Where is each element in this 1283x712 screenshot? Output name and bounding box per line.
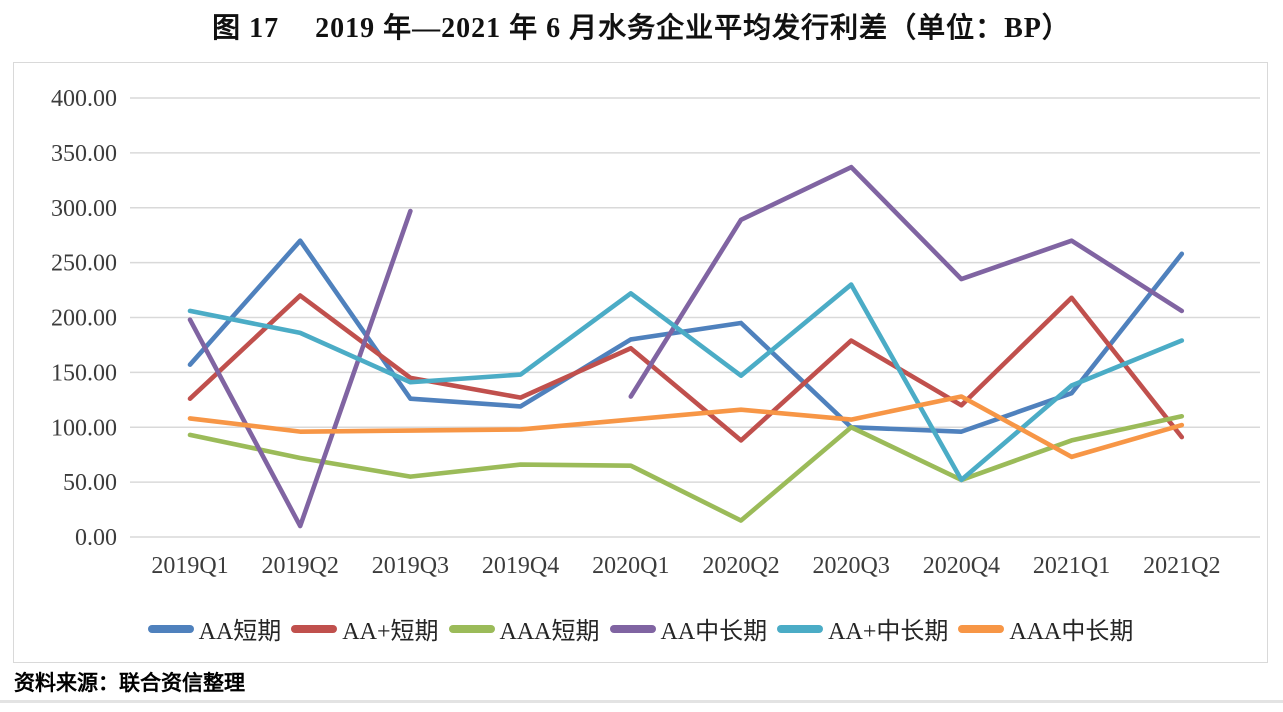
series-line-aa-short-term <box>187 238 1185 434</box>
x-axis-tick-label: 2021Q2 <box>1143 553 1220 579</box>
source-note: 资料来源：联合资信整理 <box>14 671 245 695</box>
y-axis-tick-label: 200.00 <box>51 306 117 332</box>
legend-item-aa-plus-mid-long-term: AA+中长期 <box>777 611 948 646</box>
legend-label-aa-plus-short-term: AA+短期 <box>342 619 439 645</box>
legend-label-aa-short-term: AA短期 <box>198 619 282 645</box>
x-axis-tick-label: 2019Q3 <box>372 553 449 579</box>
legend-item-aa-plus-short-term: AA+短期 <box>291 611 439 646</box>
legend-label-aa-mid-long-term: AA中长期 <box>660 619 768 645</box>
series-line-aaa-mid-long-term <box>187 394 1185 460</box>
series-line-aa-mid-long-term <box>628 164 1185 399</box>
y-axis-tick-label: 0.00 <box>75 525 117 551</box>
series-line-aaa-short-term <box>187 413 1185 523</box>
legend-swatch-aaa-mid-long-term <box>958 624 1005 633</box>
y-axis-tick-label: 250.00 <box>51 251 117 277</box>
legend-label-aa-plus-mid-long-term: AA+中长期 <box>828 619 949 645</box>
legend-item-aaa-short-term: AAA短期 <box>448 611 600 646</box>
x-axis-tick-label: 2020Q2 <box>702 553 779 579</box>
legend-swatch-aa-plus-mid-long-term <box>777 624 824 633</box>
x-axis-tick-label: 2020Q1 <box>592 553 669 579</box>
legend-item-aaa-mid-long-term: AAA中长期 <box>958 611 1133 646</box>
legend-swatch-aa-mid-long-term <box>609 624 656 633</box>
y-axis-tick-label: 350.00 <box>51 141 117 167</box>
chart-title-main: 2019 年—2021 年 6 月水务企业平均发行利差（单位：BP） <box>315 13 1071 44</box>
x-axis-tick-label: 2019Q2 <box>262 553 339 579</box>
legend-item-aa-short-term: AA短期 <box>147 611 282 646</box>
y-axis-tick-label: 150.00 <box>51 360 117 386</box>
bottom-rule <box>0 700 1283 703</box>
series-line-aa-mid-long-term <box>187 208 413 529</box>
chart-title: 图 17 2019 年—2021 年 6 月水务企业平均发行利差（单位：BP） <box>0 6 1283 46</box>
series-line-aa-plus-short-term <box>187 293 1185 443</box>
chart-title-prefix: 图 17 <box>212 13 280 44</box>
legend-swatch-aa-short-term <box>147 624 194 633</box>
legend-swatch-aa-plus-short-term <box>291 624 338 633</box>
y-axis-tick-label: 300.00 <box>51 196 117 222</box>
legend-swatch-aaa-short-term <box>448 624 495 633</box>
x-axis-tick-label: 2019Q4 <box>482 553 559 579</box>
y-axis-tick-label: 400.00 <box>51 86 117 112</box>
series-line-aa-plus-mid-long-term <box>187 282 1185 483</box>
y-axis-tick-label: 50.00 <box>63 470 117 496</box>
legend-item-aa-mid-long-term: AA中长期 <box>609 611 768 646</box>
x-axis-tick-label: 2021Q1 <box>1033 553 1110 579</box>
legend-label-aaa-short-term: AAA短期 <box>499 619 600 645</box>
line-chart-plot: 0.00 50.00 100.00 150.00 200.00 250.00 300.00 3… <box>51 86 1260 579</box>
chart-legend: AA短期 AA+短期 AAA短期 AA中长期 AA+中长期 AAA中长期 <box>14 611 1267 646</box>
x-axis-tick-label: 2019Q1 <box>151 553 228 579</box>
chart-container: 0.00 50.00 100.00 150.00 200.00 250.00 300.00 3… <box>13 62 1268 663</box>
x-axis-tick-label: 2020Q4 <box>923 553 1000 579</box>
x-axis-tick-label: 2020Q3 <box>813 553 890 579</box>
y-axis-tick-label: 100.00 <box>51 415 117 441</box>
legend-label-aaa-mid-long-term: AAA中长期 <box>1009 619 1134 645</box>
